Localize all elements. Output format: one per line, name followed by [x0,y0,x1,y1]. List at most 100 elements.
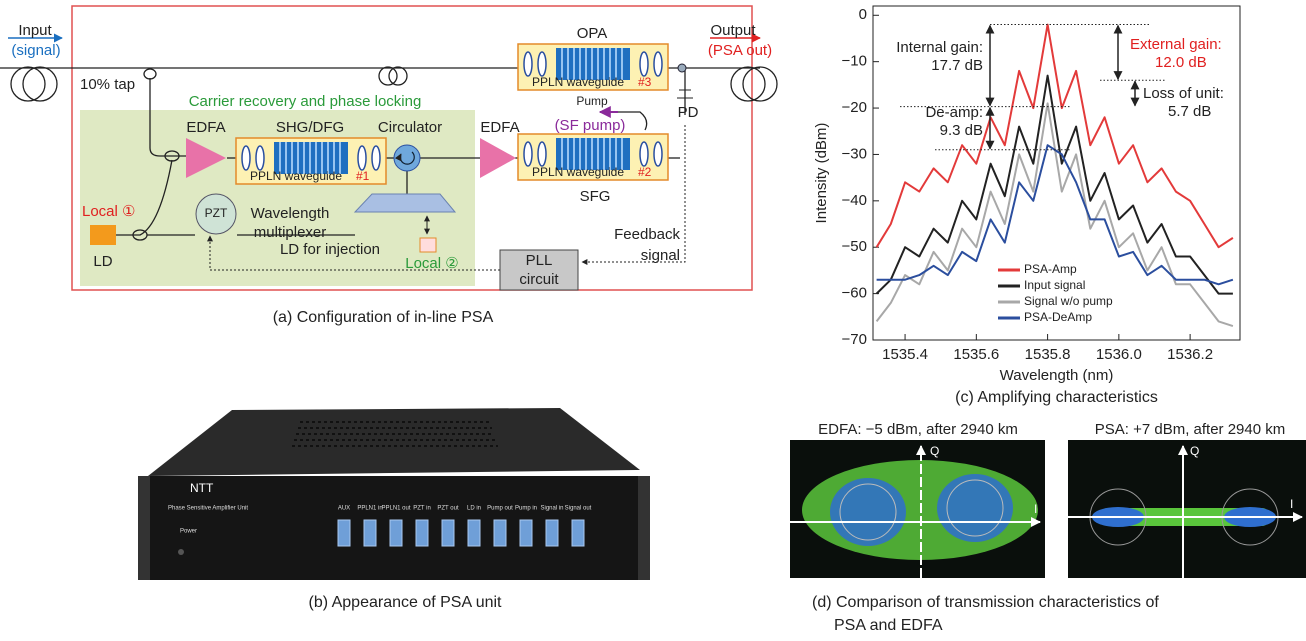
feedback-label: Feedback [614,226,680,243]
output-label: Output [710,22,756,39]
port [520,520,532,546]
q-label: Q [930,444,939,458]
rack-ear [138,476,150,580]
port-label: Signal out [565,506,592,512]
port-label: LD in [467,506,481,512]
panel-b-caption: (b) Appearance of PSA unit [308,594,502,611]
annotation: 9.3 dB [940,122,983,139]
annotation: 5.7 dB [1168,103,1211,120]
legend-label: PSA-DeAmp [1024,310,1092,324]
x-tick-label: 1536.0 [1096,346,1142,363]
brand: NTT [190,481,214,495]
panel-d: Q I EDFA: −5 dBm, after 2940 km Q I PSA:… [790,421,1306,634]
power-led [178,549,184,555]
port [546,520,558,546]
waveguide-label: PPLN waveguide [532,165,624,179]
edfa-2 [480,138,516,178]
local-ld-2 [420,238,436,252]
y-tick-label: −30 [842,145,867,162]
legend-label: Input signal [1024,278,1085,292]
port-label: AUX [338,506,350,512]
carrier-recovery-label: Carrier recovery and phase locking [189,93,422,110]
constellation-edfa: Q I EDFA: −5 dBm, after 2940 km [790,421,1045,578]
y-tick-label: −40 [842,192,867,209]
local-1-label: Local ① [82,203,135,220]
port-label: Pump in [515,506,537,512]
waveguide-number: #3 [638,75,652,89]
x-tick-label: 1535.8 [1025,346,1071,363]
circulator-label: Circulator [378,119,442,136]
input-label: Input [18,22,52,39]
annotation: De-amp: [925,104,983,121]
port-label: PZT out [437,506,459,512]
constellation-title: EDFA: −5 dBm, after 2940 km [818,421,1018,438]
annotation: External gain: [1130,36,1222,53]
multiplexer-icon [355,194,455,212]
y-tick-label: −60 [842,285,867,302]
panel-d-caption: PSA and EDFA [834,617,943,634]
pll-label: circuit [519,271,559,288]
annotation: 17.7 dB [931,57,983,74]
legend-label: PSA-Amp [1024,262,1077,276]
constellation-title: PSA: +7 dBm, after 2940 km [1095,421,1286,438]
product-name: Phase Sensitive Amplifier Unit [168,506,248,512]
power-label: Power [180,529,197,535]
ld-injection-label: LD for injection [280,241,380,258]
port [390,520,402,546]
constellation-psa: Q I PSA: +7 dBm, after 2940 km [1068,421,1306,578]
symbol-cloud [937,474,1013,542]
opa-label: OPA [577,25,608,42]
legend-label: Signal w/o pump [1024,294,1113,308]
pll-label: PLL [526,252,553,269]
y-axis-label: Intensity (dBm) [813,123,830,224]
waveguide-label: PPLN waveguide [532,75,624,89]
x-tick-label: 1536.2 [1167,346,1213,363]
port-label: PZT in [413,506,431,512]
symbol-cloud [830,478,906,546]
waveguide-number: #2 [638,165,652,179]
y-tick-label: 0 [859,6,867,23]
x-tick-label: 1535.6 [953,346,999,363]
sf-pump-label: (SF pump) [555,117,626,134]
pzt-label: PZT [205,206,228,220]
panel-a: Input (signal) Output (PSA out) 10% tap … [0,6,777,326]
pd-tap [678,64,686,72]
waveguide-number: #1 [356,169,370,183]
port [416,520,428,546]
ld-label: LD [93,253,112,270]
edfa-2-label: EDFA [480,119,519,136]
output-sublabel: (PSA out) [708,42,772,59]
port [494,520,506,546]
x-axis-label: Wavelength (nm) [1000,367,1114,384]
y-tick-label: −50 [842,238,867,255]
pd-label: PD [678,104,699,121]
panel-a-caption: (a) Configuration of in-line PSA [273,309,494,326]
port [338,520,350,546]
ld-icon [90,225,116,245]
page: {"panel_a": {"caption": "(a) Configurati… [0,0,1306,636]
y-tick-label: −70 [842,331,867,348]
i-label: I [1290,497,1293,511]
port [572,520,584,546]
i-label: I [1034,502,1037,516]
q-label: Q [1190,444,1199,458]
tap-label: 10% tap [80,76,135,93]
unit-top [148,408,640,476]
chart-caption: (c) Amplifying characteristics [955,389,1158,406]
y-tick-label: −10 [842,53,867,70]
local-2-label: Local ② [405,255,458,272]
annotation: Internal gain: [896,39,983,56]
waveguide-label: PPLN waveguide [250,169,342,183]
port-label: Pump out [487,506,513,512]
port [442,520,454,546]
multiplexer-label: multiplexer [254,224,327,241]
edfa-1-label: EDFA [186,119,225,136]
input-sublabel: (signal) [11,42,60,59]
shg-dfg-label: SHG/DFG [276,119,344,136]
x-tick-label: 1535.4 [882,346,928,363]
port-label: PPLN1 out [381,506,410,512]
panel-b: NTT Phase Sensitive Amplifier Unit Power… [138,408,650,611]
rack-ear [638,476,650,580]
figure: Input (signal) Output (PSA out) 10% tap … [0,0,1306,636]
